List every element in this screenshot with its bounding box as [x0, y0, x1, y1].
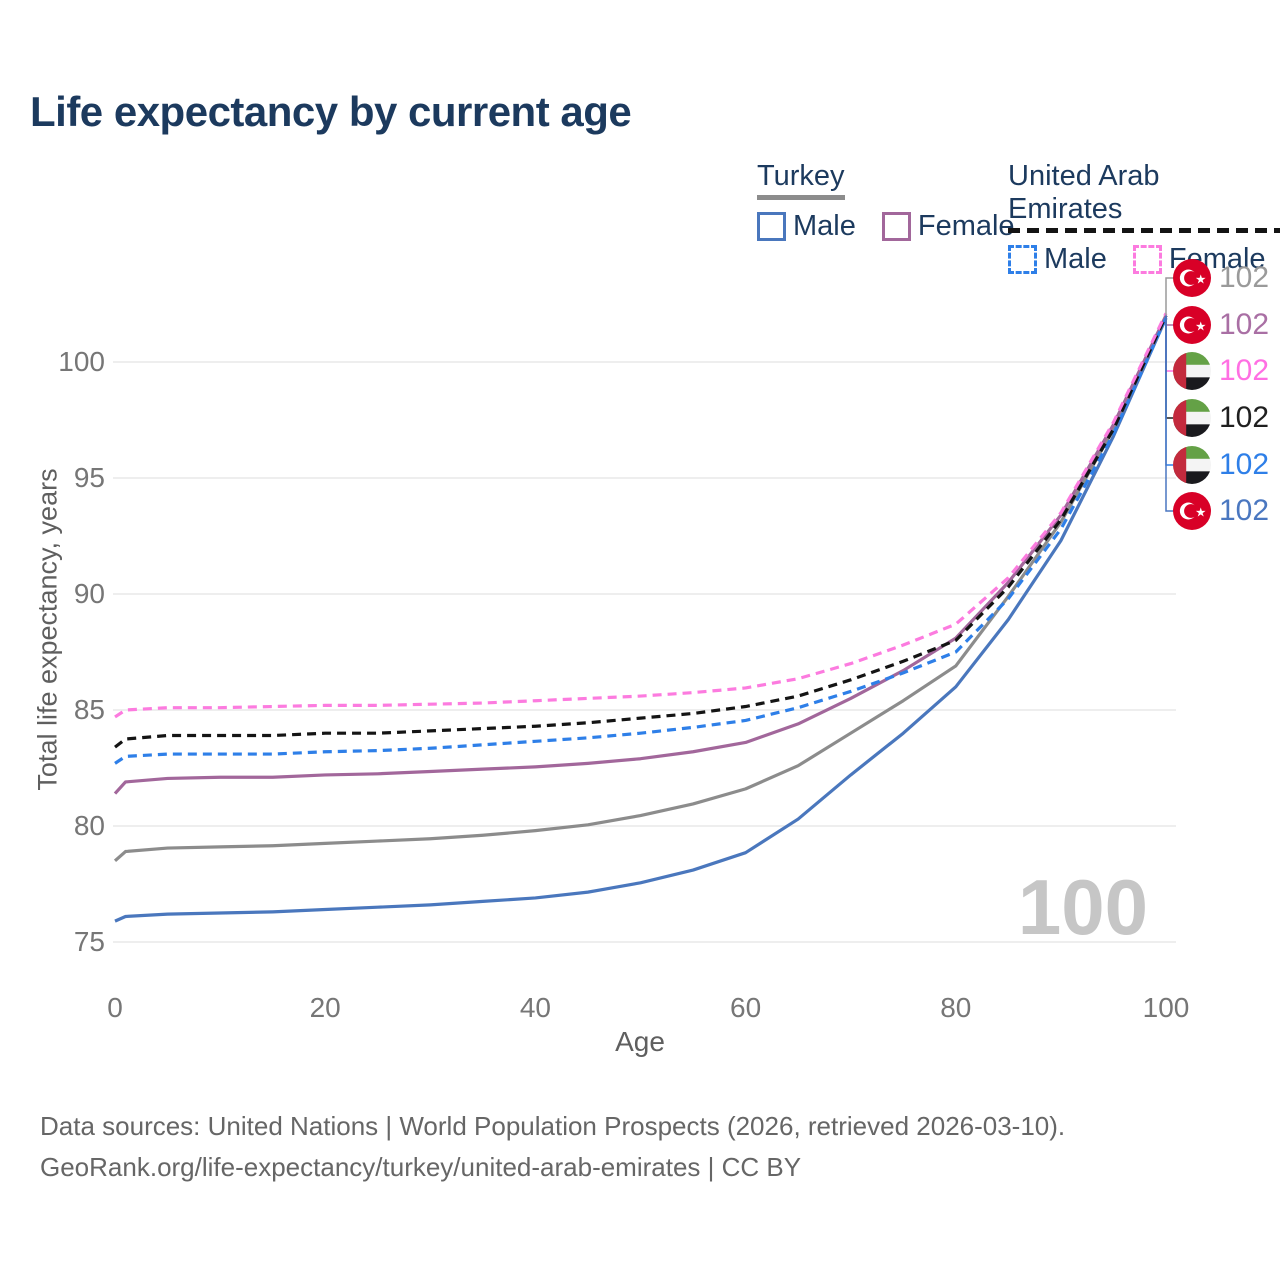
legend-item-turkey-female[interactable]: Female — [881, 210, 1015, 243]
y-tick-label-100: 100 — [58, 346, 105, 377]
series-line-united-arab-emirates-male — [114, 317, 1168, 765]
legend-swatch-icon — [1008, 245, 1037, 274]
y-axis-title: Total life expectancy, years — [32, 468, 63, 791]
footer-data-sources: Data sources: United Nations | World Pop… — [40, 1111, 1066, 1141]
endpoint-value: 102 — [1219, 308, 1270, 341]
uae-flag — [1173, 446, 1211, 484]
y-tick-label-75: 75 — [73, 926, 105, 957]
uae-flag — [1173, 399, 1211, 437]
uae-flag — [1173, 352, 1211, 390]
x-tick-label-100: 100 — [1142, 992, 1190, 1023]
turkey-flag: ★ — [1173, 492, 1211, 530]
endpoint-label-turkey-0: ★ 102 — [1173, 259, 1269, 297]
series-line-united-arab-emirates-both-sexes — [114, 314, 1168, 749]
footer: Data sources: United Nations | World Pop… — [40, 1106, 1065, 1188]
svg-text:★: ★ — [1195, 505, 1206, 519]
series-line-united-arab-emirates-female — [114, 312, 1168, 719]
legend-item-united-arab-emirates-male[interactable]: Male — [1008, 243, 1107, 276]
endpoint-label-turkey-5: ★ 102 — [1173, 492, 1269, 530]
legend-item-turkey-male[interactable]: Male — [757, 210, 856, 243]
endpoint-label-uae-3: 102 — [1173, 399, 1269, 437]
page-title: Life expectancy by current age — [30, 88, 632, 135]
turkey-flag-icon: ★ — [1173, 259, 1211, 297]
series-line-turkey-both-sexes — [113, 314, 1168, 862]
turkey-flag-icon: ★ — [1173, 492, 1211, 530]
legend: Turkey Male Female United Arab Emirates Male… — [0, 160, 1280, 275]
footer-attribution: GeoRank.org/life-expectancy/turkey/unite… — [40, 1152, 802, 1182]
y-tick-label-85: 85 — [73, 694, 105, 725]
endpoint-label-uae-2: 102 — [1173, 352, 1269, 390]
uae-flag-icon — [1173, 446, 1211, 484]
endpoint-value: 102 — [1219, 354, 1270, 387]
legend-swatch-icon — [881, 212, 911, 241]
x-tick-label-80: 80 — [940, 992, 972, 1023]
svg-text:★: ★ — [1195, 272, 1206, 286]
legend-group-turkey: Turkey Male Female — [757, 160, 1015, 243]
x-tick-label-20: 20 — [309, 992, 341, 1023]
legend-swatch-icon — [1132, 245, 1162, 274]
endpoint-value: 102 — [1219, 401, 1270, 434]
legend-item-label: Male — [793, 210, 856, 242]
uae-flag-icon — [1173, 399, 1211, 437]
legend-underline-solid — [757, 195, 845, 200]
turkey-flag: ★ — [1173, 306, 1211, 344]
endpoint-value: 102 — [1219, 261, 1270, 294]
x-tick-label-60: 60 — [730, 992, 762, 1023]
age-watermark: 100 — [1017, 863, 1148, 951]
endpoint-value: 102 — [1219, 494, 1270, 527]
legend-underline-dashed — [1008, 228, 1280, 233]
uae-flag-icon — [1173, 352, 1211, 390]
endpoint-value: 102 — [1219, 448, 1270, 481]
legend-group-united-arab-emirates: United Arab Emirates Male Female — [1008, 160, 1280, 276]
legend-group-title: United Arab Emirates — [1008, 160, 1280, 237]
y-tick-label-90: 90 — [73, 578, 105, 609]
x-tick-label-40: 40 — [519, 992, 551, 1023]
x-tick-label-0: 0 — [107, 992, 123, 1023]
endpoint-connector-5 — [1165, 315, 1174, 512]
endpoint-label-uae-4: 102 — [1173, 446, 1269, 484]
svg-text:★: ★ — [1195, 319, 1206, 333]
legend-item-label: Female — [917, 210, 1015, 242]
y-tick-label-95: 95 — [73, 462, 105, 493]
legend-group-title: Turkey — [757, 160, 845, 204]
legend-item-label: Male — [1044, 243, 1107, 275]
series-line-turkey-male — [114, 317, 1168, 923]
y-tick-label-80: 80 — [73, 810, 105, 841]
turkey-flag-icon: ★ — [1173, 306, 1211, 344]
x-axis-title: Age — [615, 1026, 665, 1057]
endpoint-label-turkey-1: ★ 102 — [1173, 306, 1269, 344]
series-line-turkey-female — [113, 314, 1168, 795]
endpoint-connector-0 — [1165, 277, 1174, 316]
turkey-flag: ★ — [1173, 259, 1211, 297]
legend-swatch-icon — [757, 212, 786, 241]
